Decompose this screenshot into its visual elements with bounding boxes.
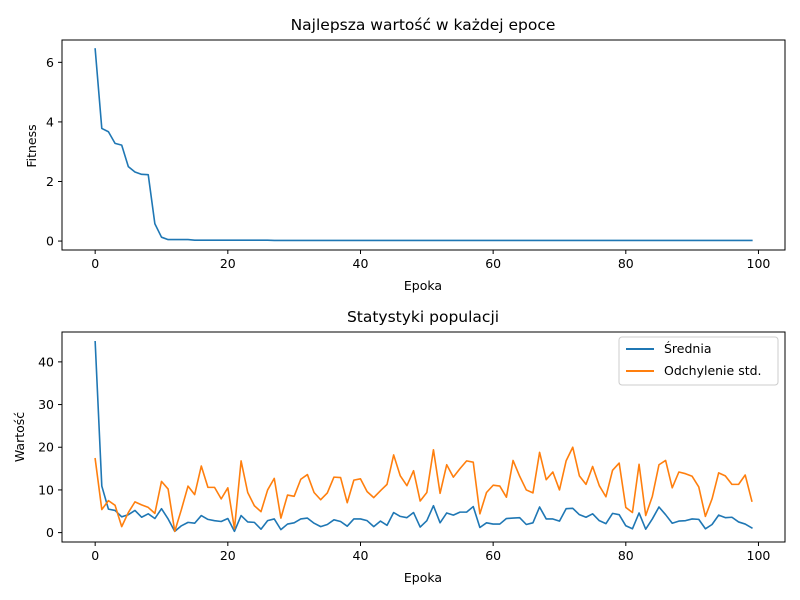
axes-frame [61, 39, 786, 251]
x-axis-label: Epoka [404, 570, 442, 585]
y-axis-label: Wartość [12, 412, 27, 462]
series-lines [94, 48, 753, 242]
legend-label-srednia: Średnia [664, 341, 711, 356]
chart-title: Najlepsza wartość w każdej epoce [291, 16, 556, 34]
series-line-1-0 [94, 340, 753, 533]
y-tick-label: 30 [38, 397, 54, 412]
x-tick-label: 40 [353, 548, 369, 563]
x-tick-label: 100 [747, 256, 771, 271]
x-tick-label: 20 [220, 548, 236, 563]
ticks: 0 20 40 60 80 100 0 2 4 6 [46, 55, 770, 271]
y-tick-label: 0 [46, 525, 54, 540]
y-tick-label: 2 [46, 174, 54, 189]
y-tick-label: 20 [38, 440, 54, 455]
y-tick-label: 0 [46, 234, 54, 249]
axes-frame [61, 331, 786, 543]
chart-population-stats: Statystyki populacji Epoka Wartość 0 20 40… [12, 308, 786, 585]
x-tick-label: 80 [618, 256, 634, 271]
y-tick-label: 6 [46, 55, 54, 70]
chart-best-fitness: Najlepsza wartość w każdej epoce Epoka F… [24, 16, 786, 293]
y-tick-label: 4 [46, 114, 54, 129]
legend: Średnia Odchylenie std. [618, 336, 779, 386]
y-tick-label: 40 [38, 354, 54, 369]
x-tick-label: 0 [91, 548, 99, 563]
x-tick-label: 40 [353, 256, 369, 271]
x-tick-label: 100 [747, 548, 771, 563]
y-tick-label: 10 [38, 482, 54, 497]
x-tick-label: 20 [220, 256, 236, 271]
x-tick-label: 60 [485, 548, 501, 563]
x-tick-label: 60 [485, 256, 501, 271]
y-axis-label: Fitness [24, 124, 39, 167]
x-axis-label: Epoka [404, 278, 442, 293]
x-tick-label: 0 [91, 256, 99, 271]
chart-title: Statystyki populacji [347, 308, 499, 326]
series-line-1-1 [94, 446, 753, 533]
legend-label-odchylenie: Odchylenie std. [664, 363, 762, 378]
x-tick-label: 80 [618, 548, 634, 563]
legend-box [618, 336, 779, 386]
series-line-0-0 [94, 48, 753, 242]
series-lines [94, 340, 753, 533]
ticks: 0 20 40 60 80 100 0 10 20 30 40 [38, 354, 770, 563]
